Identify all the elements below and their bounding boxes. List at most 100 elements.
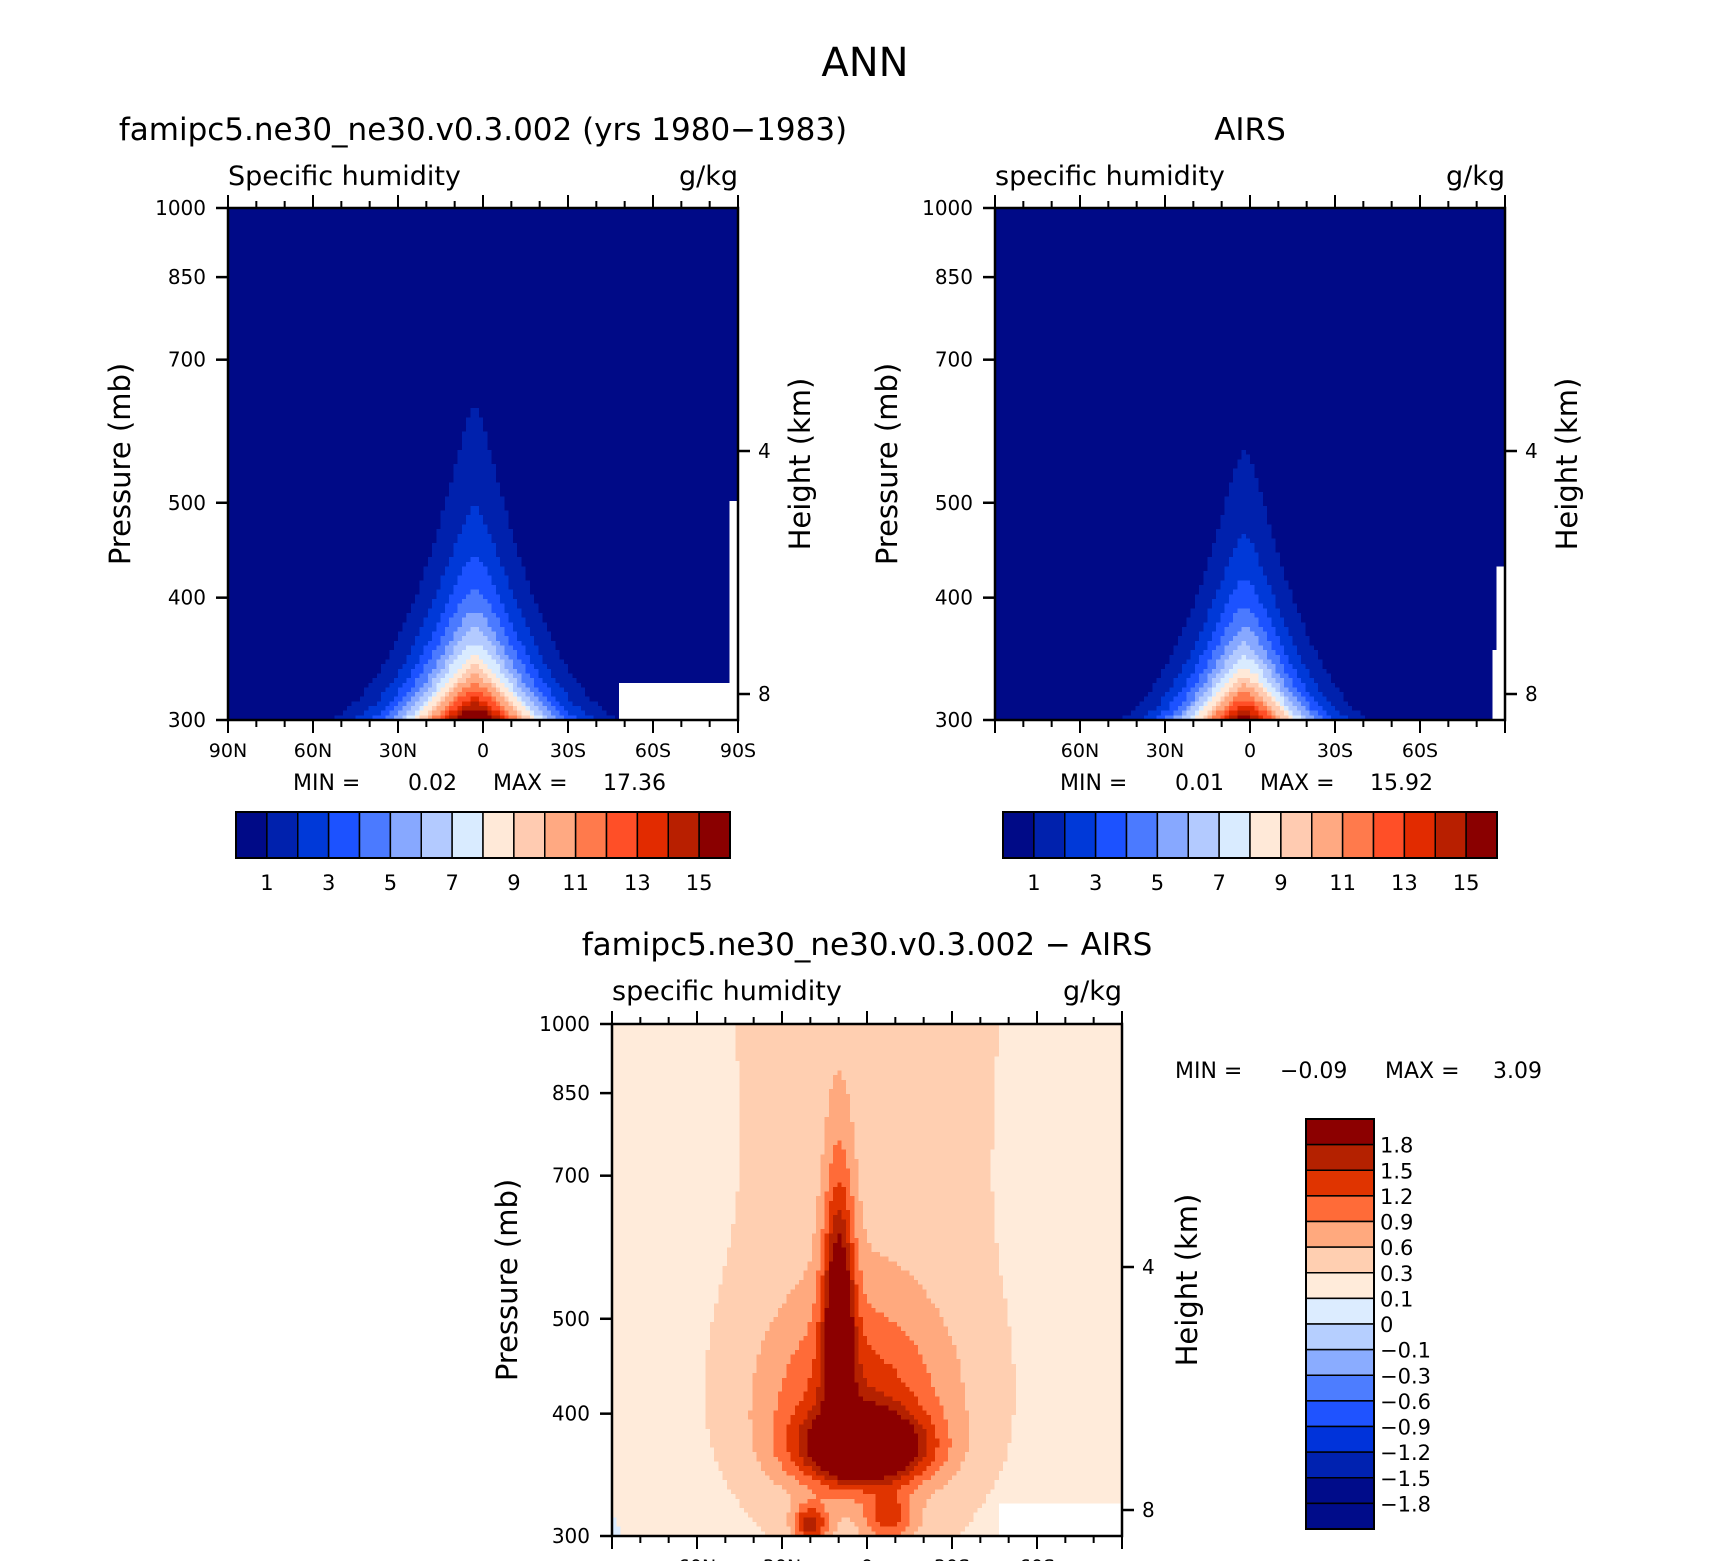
diff-contour-cell <box>612 1047 736 1053</box>
obs-contour-cell <box>1496 603 1506 609</box>
model-contour-cell <box>436 706 446 712</box>
obs-contour-cell <box>1292 701 1302 707</box>
diff-contour-cell <box>867 1298 932 1304</box>
obs-contour-cell <box>995 636 1179 642</box>
diff-contour-cell <box>777 1307 813 1314</box>
diff-contour-cell <box>896 1261 1000 1267</box>
diff-contour-cell <box>752 1517 787 1523</box>
model-contour-cell <box>512 682 518 689</box>
diff-contour-cell <box>841 1238 847 1244</box>
obs-contour-cell <box>1271 696 1277 702</box>
diff-contour-cell <box>769 1326 809 1332</box>
model-contour-cell <box>478 673 488 679</box>
model-colorbar-swatch <box>327 811 361 859</box>
model-panel: famipc5.ne30_ne30.v0.3.002 (yrs 1980−198… <box>103 112 847 895</box>
model-x-tick-label: 0 <box>477 740 489 762</box>
diff-contour-cell <box>858 1284 864 1290</box>
diff-contour-cell <box>799 1438 809 1444</box>
obs-contour-cell <box>1165 664 1183 670</box>
diff-colorbar-label: −1.5 <box>1380 1467 1431 1491</box>
diff-contour-cell <box>739 1061 996 1067</box>
diff-contour-cell <box>901 1517 911 1523</box>
obs-contour-cell <box>995 249 1506 256</box>
diff-contour-cell <box>960 1363 1017 1370</box>
diff-contour-cell <box>833 1079 847 1086</box>
diff-contour-cell <box>612 1228 732 1235</box>
model-contour-cell <box>444 650 454 656</box>
diff-contour-cell <box>807 1498 821 1505</box>
diff-contour-cell <box>926 1498 987 1505</box>
obs-contour-cell <box>1275 715 1281 721</box>
diff-contour-cell <box>612 1377 707 1383</box>
model-contour-cell <box>551 701 561 707</box>
model-colorbar-swatch <box>698 811 731 859</box>
diff-contour-cell <box>918 1526 966 1532</box>
diff-contour-cell <box>854 1345 860 1351</box>
obs-contour-cell <box>1199 710 1209 716</box>
model-contour-cell <box>385 706 395 712</box>
diff-contour-cell <box>845 1247 851 1253</box>
model-contour-cell <box>504 631 518 637</box>
diff-contour-cell <box>790 1456 804 1463</box>
obs-contour-cell <box>1169 687 1183 693</box>
obs-contour-cell <box>995 557 1209 563</box>
obs-contour-cell <box>1275 650 1285 656</box>
diff-contour-cell <box>994 1093 1123 1100</box>
diff-contour-cell <box>820 1242 826 1249</box>
diff-colorbar-swatch <box>1305 1425 1375 1453</box>
model-contour-cell <box>398 636 416 642</box>
model-contour-cell <box>453 687 463 693</box>
model-contour-cell <box>534 682 548 689</box>
model-contour-cell <box>419 589 437 595</box>
diff-contour-cell <box>939 1401 966 1407</box>
diff-contour-cell <box>1007 1321 1123 1328</box>
obs-contour-cell <box>995 585 1200 591</box>
diff-contour-cell <box>782 1461 796 1467</box>
obs-contour-cell <box>1190 701 1196 707</box>
diff-contour-cell <box>858 1345 872 1351</box>
obs-contour-cell <box>995 366 1506 372</box>
model-contour-cell <box>385 659 408 665</box>
model-contour-cell <box>504 659 514 665</box>
model-contour-cell <box>461 529 488 535</box>
diff-contour-cell <box>901 1503 911 1509</box>
obs-contour-cell <box>995 547 1213 554</box>
model-contour-cell <box>440 636 454 642</box>
model-contour-cell <box>436 626 446 633</box>
diff-contour-cell <box>850 1228 855 1235</box>
diff-contour-cell <box>748 1410 775 1416</box>
diff-contour-cell <box>824 1131 855 1137</box>
obs-contour-cell <box>1237 645 1251 651</box>
diff-contour-cell <box>739 1084 834 1090</box>
model-contour-cell <box>228 408 471 414</box>
obs-contour-cell <box>1279 654 1289 661</box>
diff-contour-cell <box>824 1149 834 1155</box>
obs-contour-cell <box>1292 598 1498 605</box>
diff-contour-cell <box>858 1196 996 1202</box>
diff-contour-cell <box>867 1228 996 1235</box>
model-contour-cell <box>432 696 442 702</box>
diff-contour-cell <box>799 1512 821 1518</box>
diff-contour-cell <box>820 1307 826 1314</box>
diff-contour-cell <box>837 1522 855 1528</box>
model-contour-cell <box>470 412 480 419</box>
diff-contour-cell <box>756 1456 779 1463</box>
obs-contour-cell <box>1309 710 1319 716</box>
model-contour-cell <box>449 557 471 563</box>
diff-contour-cell <box>786 1438 800 1444</box>
model-contour-cell <box>457 678 467 684</box>
obs-contour-cell <box>1203 622 1217 628</box>
obs-colorbar-swatch <box>1064 811 1097 859</box>
model-contour-cell <box>529 706 539 712</box>
diff-contour-cell <box>612 1037 736 1044</box>
diff-contour-cell <box>994 1238 1123 1244</box>
diff-contour-cell <box>1011 1438 1123 1444</box>
diff-contour-cell <box>969 1414 1013 1421</box>
model-contour-cell <box>551 668 569 675</box>
obs-contour-cell <box>1496 640 1506 647</box>
diff-contour-cell <box>824 1326 855 1332</box>
obs-colorbar-label: 9 <box>1274 871 1287 895</box>
obs-contour-cell <box>1250 678 1260 684</box>
diff-contour-cell <box>990 1182 1123 1188</box>
model-contour-cell <box>444 631 454 637</box>
